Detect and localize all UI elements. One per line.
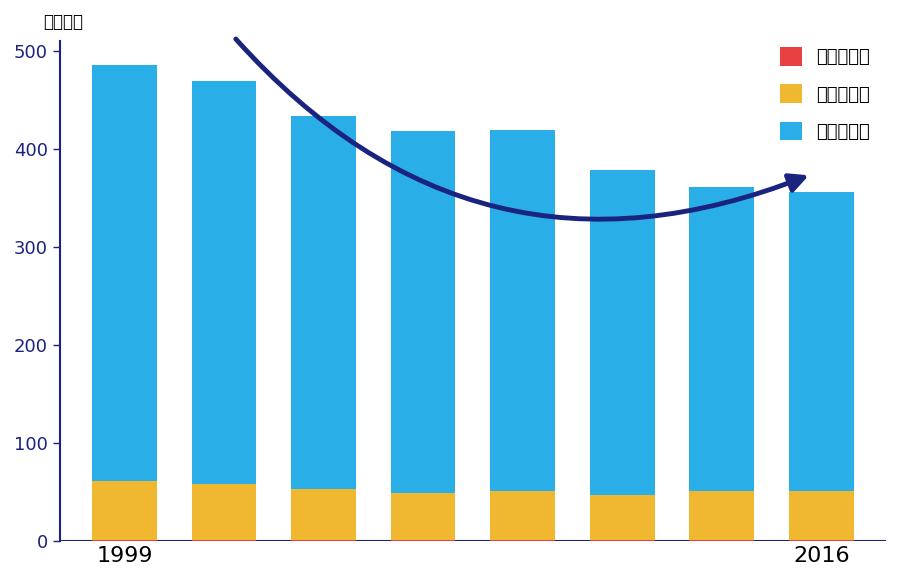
Bar — [689, 491, 754, 540]
Bar — [590, 540, 654, 541]
Text: （万社）: （万社） — [43, 13, 83, 31]
Bar — [391, 131, 455, 493]
Bar — [192, 540, 256, 541]
Bar — [292, 540, 356, 541]
Bar — [590, 171, 654, 495]
Bar — [92, 66, 157, 481]
Bar — [292, 117, 356, 490]
Bar — [391, 493, 455, 540]
Bar — [391, 540, 455, 541]
Bar — [590, 495, 654, 540]
Bar — [192, 81, 256, 484]
Bar — [292, 490, 356, 540]
Bar — [491, 130, 555, 491]
Bar — [491, 540, 555, 541]
Bar — [789, 491, 854, 540]
Bar — [192, 484, 256, 540]
Bar — [789, 192, 854, 491]
Bar — [92, 481, 157, 540]
Bar — [689, 540, 754, 541]
Bar — [689, 187, 754, 491]
Bar — [491, 491, 555, 540]
Bar — [92, 540, 157, 541]
Bar — [789, 540, 854, 541]
Legend: 大規模企業, 中規模企業, 小規模企業: 大規模企業, 中規模企業, 小規模企業 — [773, 40, 878, 148]
